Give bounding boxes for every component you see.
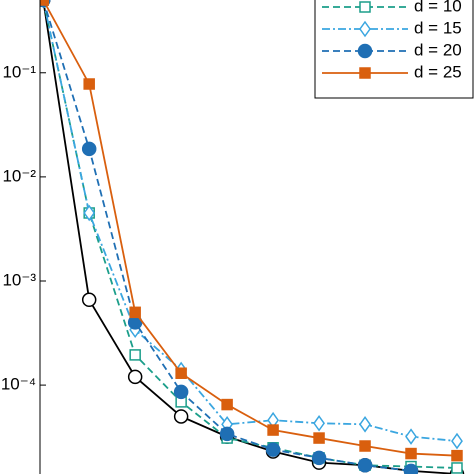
y-tick-label: 10⁻¹ [2,62,36,81]
marker [219,426,235,442]
marker [451,432,463,450]
legend-label: d = 15 [414,18,462,37]
marker [359,440,371,452]
marker [359,20,371,38]
marker [311,450,327,466]
marker [83,78,95,90]
marker [173,384,189,400]
marker [83,204,96,222]
marker [357,43,373,59]
series-line [42,0,458,457]
legend-label: d = 10 [414,0,462,15]
series-line [42,0,412,472]
marker [127,369,143,385]
marker [403,463,419,474]
series-line [42,0,458,442]
marker [451,449,463,462]
marker [265,442,281,457]
marker [40,0,49,6]
marker [81,292,97,308]
legend-box [314,0,474,99]
marker [129,306,141,319]
marker [129,349,141,361]
marker [359,416,371,433]
marker [173,409,189,424]
legend: d = 10 d = 15 d = 20 d = 25 [314,0,474,99]
y-tick-label: 10⁻² [2,166,36,185]
marker [451,462,463,474]
marker [359,67,371,79]
marker [81,141,97,157]
series-line [42,0,458,474]
legend-label: d = 20 [414,40,462,59]
y-tick-label: 10⁻⁴ [1,375,36,394]
marker [405,428,417,445]
marker [405,447,417,460]
marker [359,1,371,13]
legend-label: d = 25 [414,62,462,81]
plot-area [40,0,465,474]
marker [267,424,279,436]
marker [313,414,325,432]
marker [221,398,233,411]
marker [175,367,187,379]
y-tick-label: 10⁻³ [2,270,36,289]
marker [313,432,325,444]
marker [357,457,373,473]
series-line [42,0,458,469]
